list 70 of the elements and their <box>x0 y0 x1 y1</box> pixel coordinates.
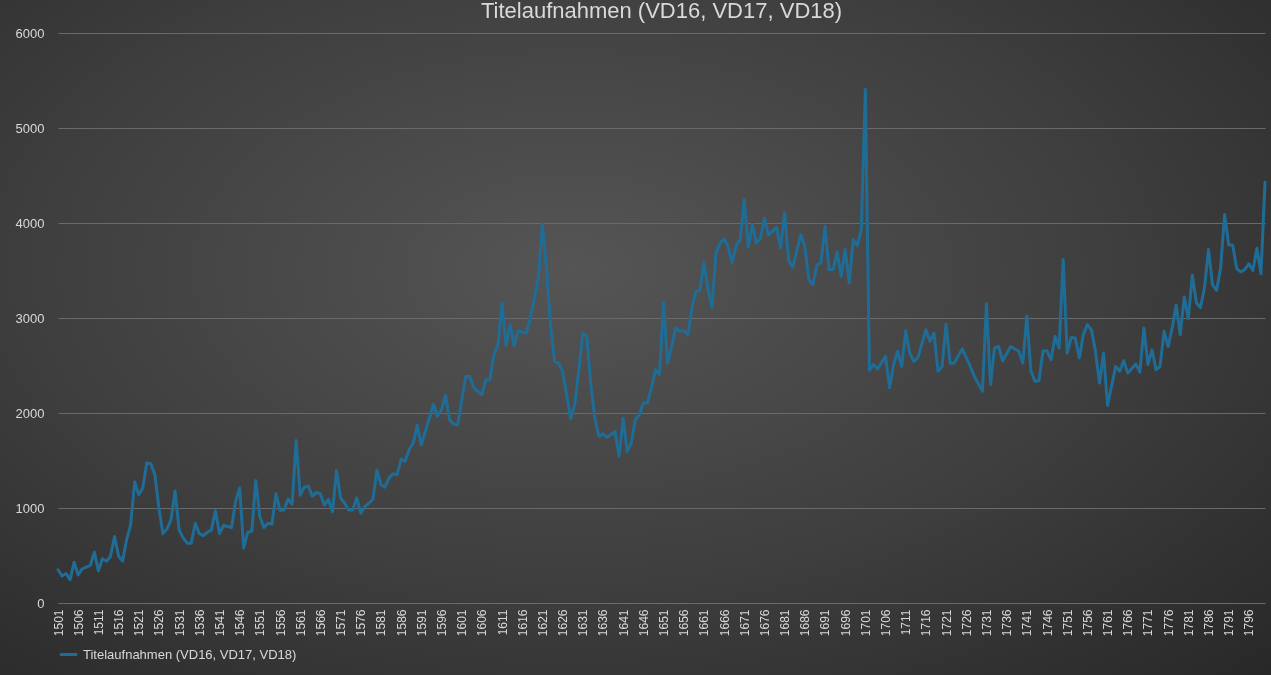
x-tick-label: 1666 <box>717 609 732 637</box>
x-tick-label: 1566 <box>313 609 328 637</box>
x-tick-label: 1531 <box>172 609 187 637</box>
x-tick-label: 1586 <box>394 609 409 637</box>
x-tick-label: 1501 <box>51 609 66 637</box>
x-tick-label: 1606 <box>475 609 490 637</box>
y-tick-label: 2000 <box>15 405 45 421</box>
x-tick-label: 1706 <box>879 609 894 637</box>
x-tick-label: 1736 <box>1000 609 1015 637</box>
x-tick-label: 1561 <box>293 609 308 637</box>
x-tick-label: 1711 <box>899 609 914 636</box>
x-tick-label: 1576 <box>354 609 369 637</box>
x-tick-label: 1746 <box>1040 609 1055 637</box>
x-tick-label: 1796 <box>1242 609 1257 637</box>
x-tick-label: 1681 <box>778 609 793 637</box>
x-tick-label: 1636 <box>596 609 611 637</box>
x-tick-label: 1591 <box>414 609 429 637</box>
x-tick-label: 1571 <box>334 609 349 637</box>
y-tick-label: 1000 <box>15 500 45 516</box>
x-tick-label: 1536 <box>192 609 207 637</box>
x-tick-label: 1671 <box>737 609 752 637</box>
x-tick-label: 1771 <box>1141 609 1156 637</box>
x-tick-label: 1661 <box>697 609 712 637</box>
x-tick-label: 1526 <box>152 609 167 637</box>
y-tick-label: 6000 <box>15 25 45 41</box>
line-series <box>56 88 1267 582</box>
x-tick-label: 1511 <box>91 609 106 636</box>
x-tick-label: 1786 <box>1201 609 1216 637</box>
x-tick-label: 1556 <box>273 609 288 637</box>
x-tick-label: 1546 <box>233 609 248 637</box>
x-tick-label: 1686 <box>798 609 813 637</box>
chart-title: Titelaufnahmen (VD16, VD17, VD18) <box>480 0 843 23</box>
x-tick-label: 1521 <box>132 609 147 637</box>
x-tick-label: 1776 <box>1161 609 1176 637</box>
x-tick-label: 1791 <box>1222 609 1237 637</box>
x-tick-label: 1596 <box>434 609 449 637</box>
x-tick-label: 1601 <box>455 609 470 637</box>
x-tick-label: 1751 <box>1060 609 1075 637</box>
x-tick-label: 1691 <box>818 609 833 637</box>
y-tick-label: 5000 <box>15 120 45 136</box>
x-tick-label: 1766 <box>1121 609 1136 637</box>
x-tick-label: 1701 <box>858 609 873 637</box>
x-tick-label: 1621 <box>535 609 550 637</box>
x-tick-label: 1551 <box>253 609 268 637</box>
x-tick-label: 1726 <box>959 609 974 637</box>
x-tick-label: 1516 <box>112 609 127 637</box>
x-tick-label: 1581 <box>374 609 389 637</box>
x-tick-label: 1781 <box>1181 609 1196 637</box>
x-tick-label: 1756 <box>1080 609 1095 637</box>
x-tick-label: 1656 <box>677 609 692 637</box>
x-tick-label: 1646 <box>636 609 651 637</box>
x-tick-label: 1721 <box>939 609 954 637</box>
x-tick-label: 1631 <box>576 609 591 637</box>
x-tick-label: 1716 <box>919 609 934 637</box>
legend-label: Titelaufnahmen (VD16, VD17, VD18) <box>83 646 297 662</box>
x-tick-label: 1641 <box>616 609 631 637</box>
x-tick-label: 1696 <box>838 609 853 637</box>
x-tick-label: 1761 <box>1101 609 1116 637</box>
x-tick-label: 1506 <box>71 609 86 637</box>
x-tick-label: 1541 <box>212 609 227 637</box>
x-tick-label: 1731 <box>979 609 994 637</box>
x-tick-label: 1676 <box>757 609 772 637</box>
y-tick-label: 3000 <box>15 310 45 326</box>
y-tick-label: 0 <box>37 595 45 611</box>
x-tick-label: 1611 <box>495 609 510 636</box>
x-tick-label: 1626 <box>556 609 571 637</box>
x-tick-label: 1651 <box>657 609 672 637</box>
x-tick-label: 1741 <box>1020 609 1035 637</box>
y-tick-label: 4000 <box>15 215 45 231</box>
x-tick-label: 1616 <box>515 609 530 637</box>
